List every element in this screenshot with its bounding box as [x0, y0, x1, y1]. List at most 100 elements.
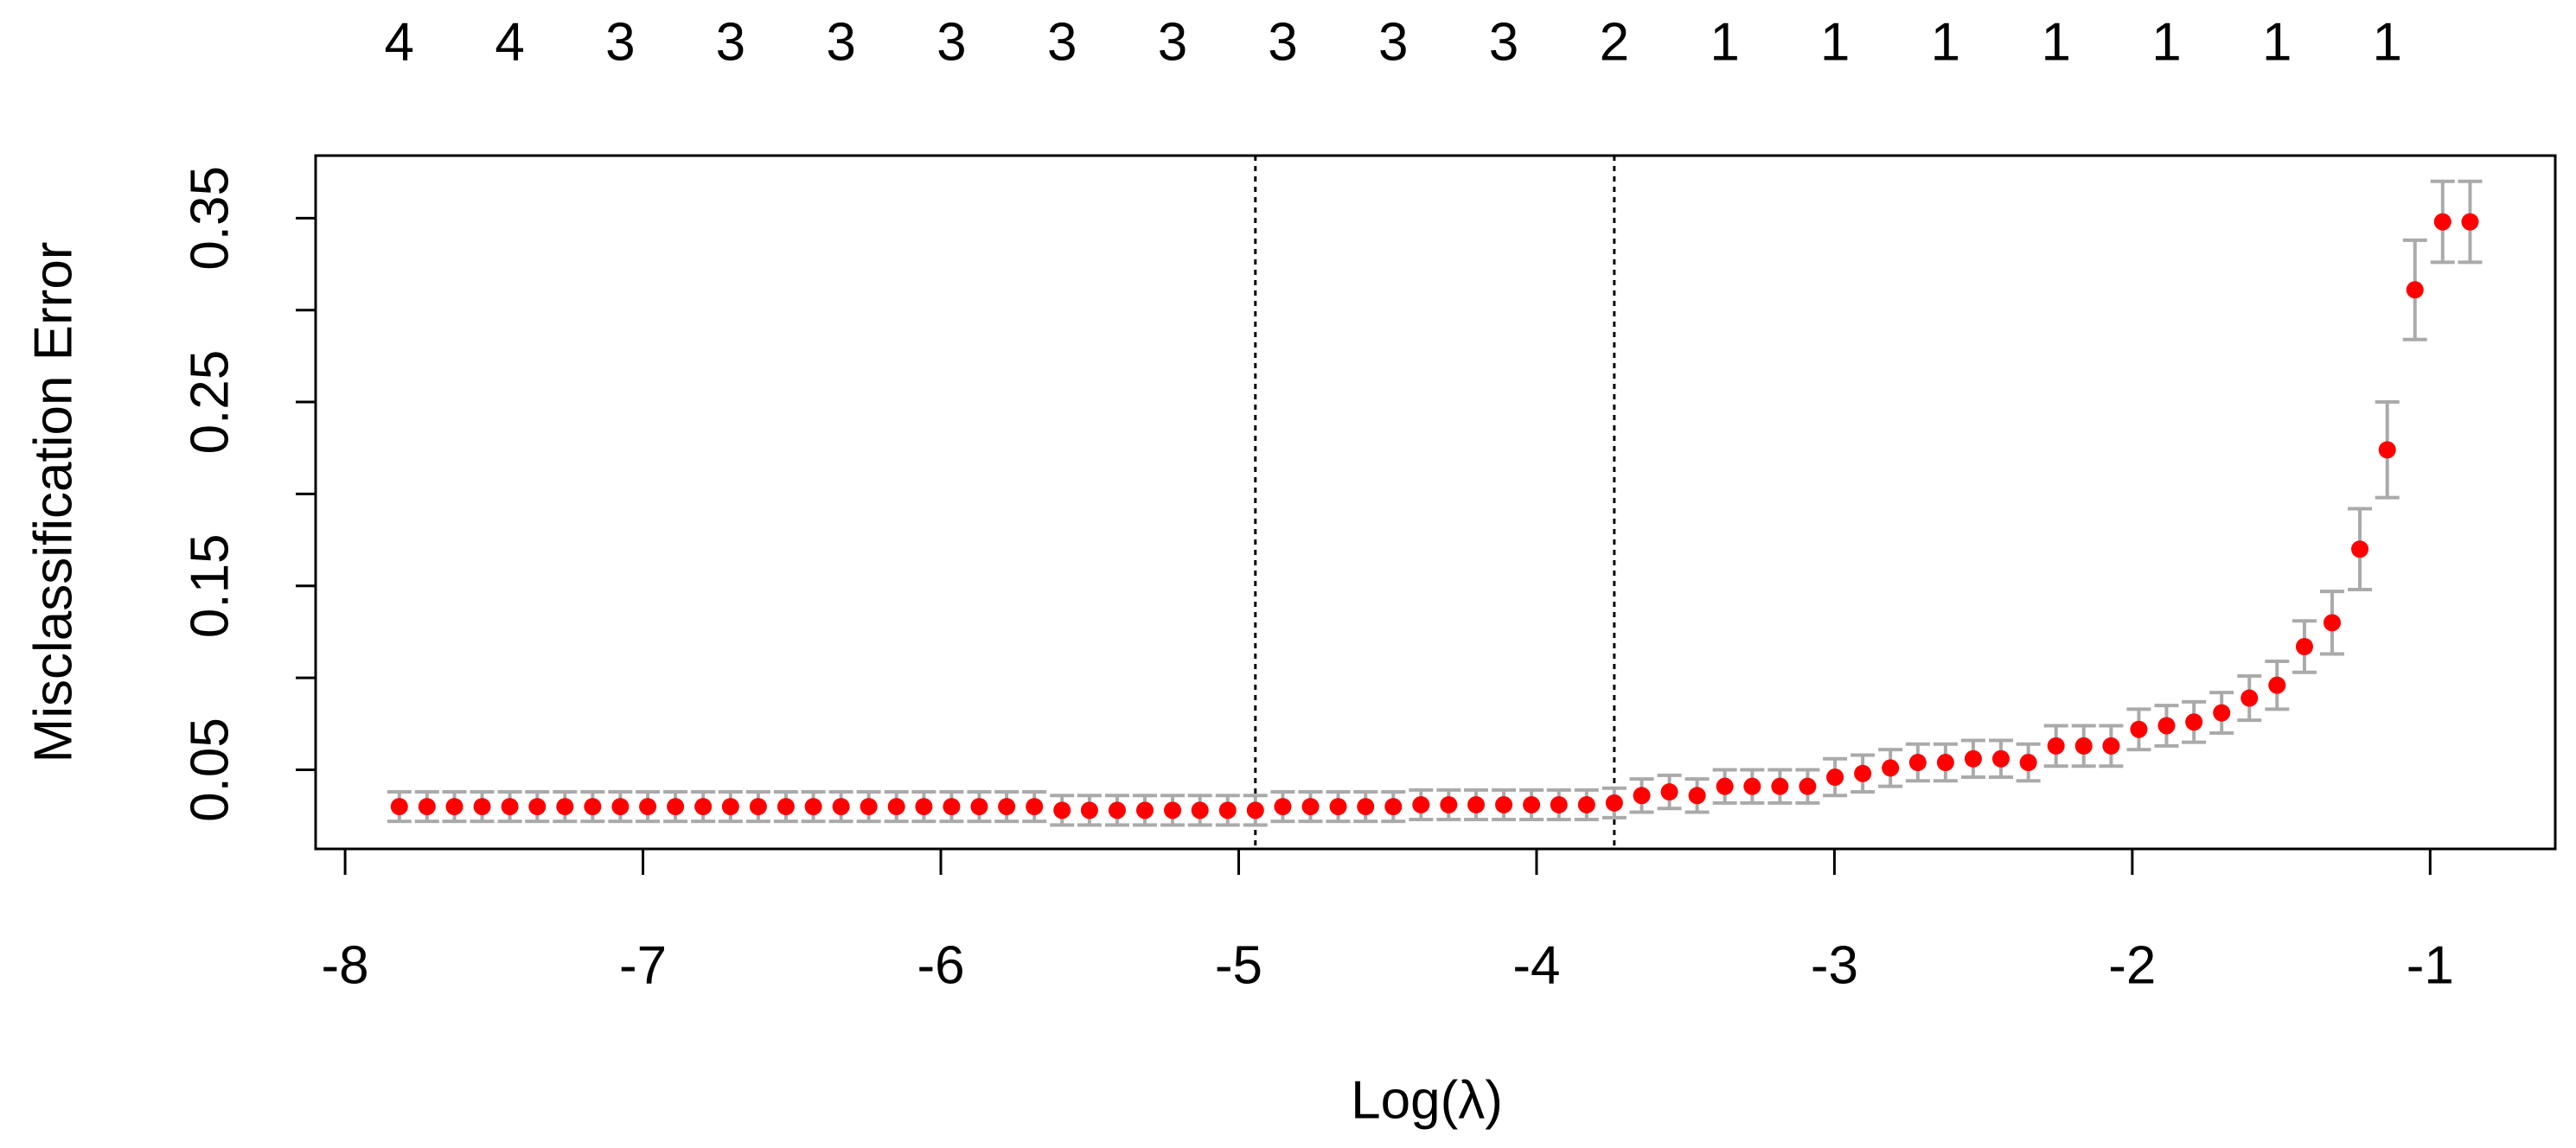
point [2102, 737, 2120, 755]
point [1301, 798, 1320, 816]
point [639, 798, 657, 816]
point [2185, 713, 2203, 731]
point [860, 798, 878, 816]
point [2268, 676, 2286, 694]
top-axis-label: 1 [1931, 12, 1960, 72]
point [1660, 783, 1678, 801]
point [2074, 737, 2093, 755]
point [1135, 801, 1154, 820]
x-tick-label: -1 [2407, 935, 2454, 995]
top-axis-label: 1 [2262, 12, 2292, 72]
point [1191, 801, 1209, 820]
point [1026, 798, 1044, 816]
point [667, 798, 685, 816]
point [1246, 801, 1264, 820]
point [528, 798, 547, 816]
top-axis-label: 2 [1600, 12, 1629, 72]
y-tick-label: 0.15 [180, 533, 240, 638]
point [2213, 704, 2231, 722]
point [2351, 540, 2369, 558]
top-axis-label: 3 [605, 12, 635, 72]
top-axis-label: 3 [1378, 12, 1408, 72]
point [1908, 754, 1927, 772]
point [556, 798, 574, 816]
point [1743, 777, 1761, 795]
point [2130, 720, 2148, 738]
point [2157, 717, 2176, 735]
top-axis-label: 1 [2041, 12, 2070, 72]
point [1467, 795, 1486, 813]
point [1218, 801, 1237, 820]
y-axis-title: Misclassification Error [23, 242, 83, 763]
point [1826, 769, 1844, 787]
top-axis-label: 3 [716, 12, 745, 72]
top-axis-label: 1 [1710, 12, 1739, 72]
point [1495, 795, 1513, 813]
point [418, 798, 436, 816]
top-axis-label: 3 [1047, 12, 1077, 72]
top-axis-label: 3 [826, 12, 855, 72]
point [2406, 281, 2424, 299]
point [2461, 213, 2479, 231]
point [1080, 801, 1098, 820]
point [804, 798, 822, 816]
point [584, 798, 602, 816]
y-tick-label: 0.35 [180, 166, 240, 271]
x-tick-label: -4 [1512, 935, 1560, 995]
point [1716, 777, 1734, 795]
y-tick-label: 0.05 [180, 718, 240, 822]
point [1274, 798, 1292, 816]
point [943, 798, 961, 816]
top-axis-label: 1 [1820, 12, 1850, 72]
point [832, 798, 850, 816]
point [1440, 795, 1458, 813]
x-tick-label: -8 [322, 935, 369, 995]
top-axis-label: 3 [936, 12, 966, 72]
point [1523, 795, 1541, 813]
point [721, 798, 739, 816]
point [1357, 798, 1375, 816]
point [1964, 749, 1982, 768]
point [390, 798, 408, 816]
point [611, 798, 630, 816]
point [1799, 777, 1817, 795]
point [2047, 737, 2065, 755]
point [1854, 764, 1872, 782]
y-tick-label: 0.25 [180, 350, 240, 455]
point [970, 798, 988, 816]
plot-frame [314, 154, 2557, 851]
point [1882, 759, 1900, 777]
top-axis-label: 3 [1158, 12, 1187, 72]
point [2378, 441, 2396, 459]
point [1164, 801, 1182, 820]
point [1384, 798, 1403, 816]
point [887, 798, 905, 816]
top-axis-label: 1 [2151, 12, 2181, 72]
top-axis-label: 1 [2372, 12, 2401, 72]
top-axis-label: 3 [1268, 12, 1297, 72]
x-tick-label: -7 [619, 935, 667, 995]
top-axis-label: 4 [385, 12, 414, 72]
point [473, 798, 491, 816]
point [1550, 795, 1568, 813]
point [694, 798, 713, 816]
point [2323, 614, 2341, 632]
point [2019, 754, 2037, 772]
x-axis-title: Log(λ) [1351, 1070, 1503, 1130]
point [1936, 754, 1954, 772]
x-tick-label: -3 [1811, 935, 1858, 995]
point [1108, 801, 1126, 820]
point [2433, 213, 2451, 231]
point [2240, 689, 2259, 707]
point [998, 798, 1016, 816]
point [1633, 787, 1651, 805]
x-tick-label: -6 [917, 935, 964, 995]
point [501, 798, 519, 816]
point [1053, 801, 1071, 820]
top-axis-label: 4 [495, 12, 524, 72]
point [777, 798, 795, 816]
point [2295, 637, 2313, 655]
point [1771, 777, 1789, 795]
